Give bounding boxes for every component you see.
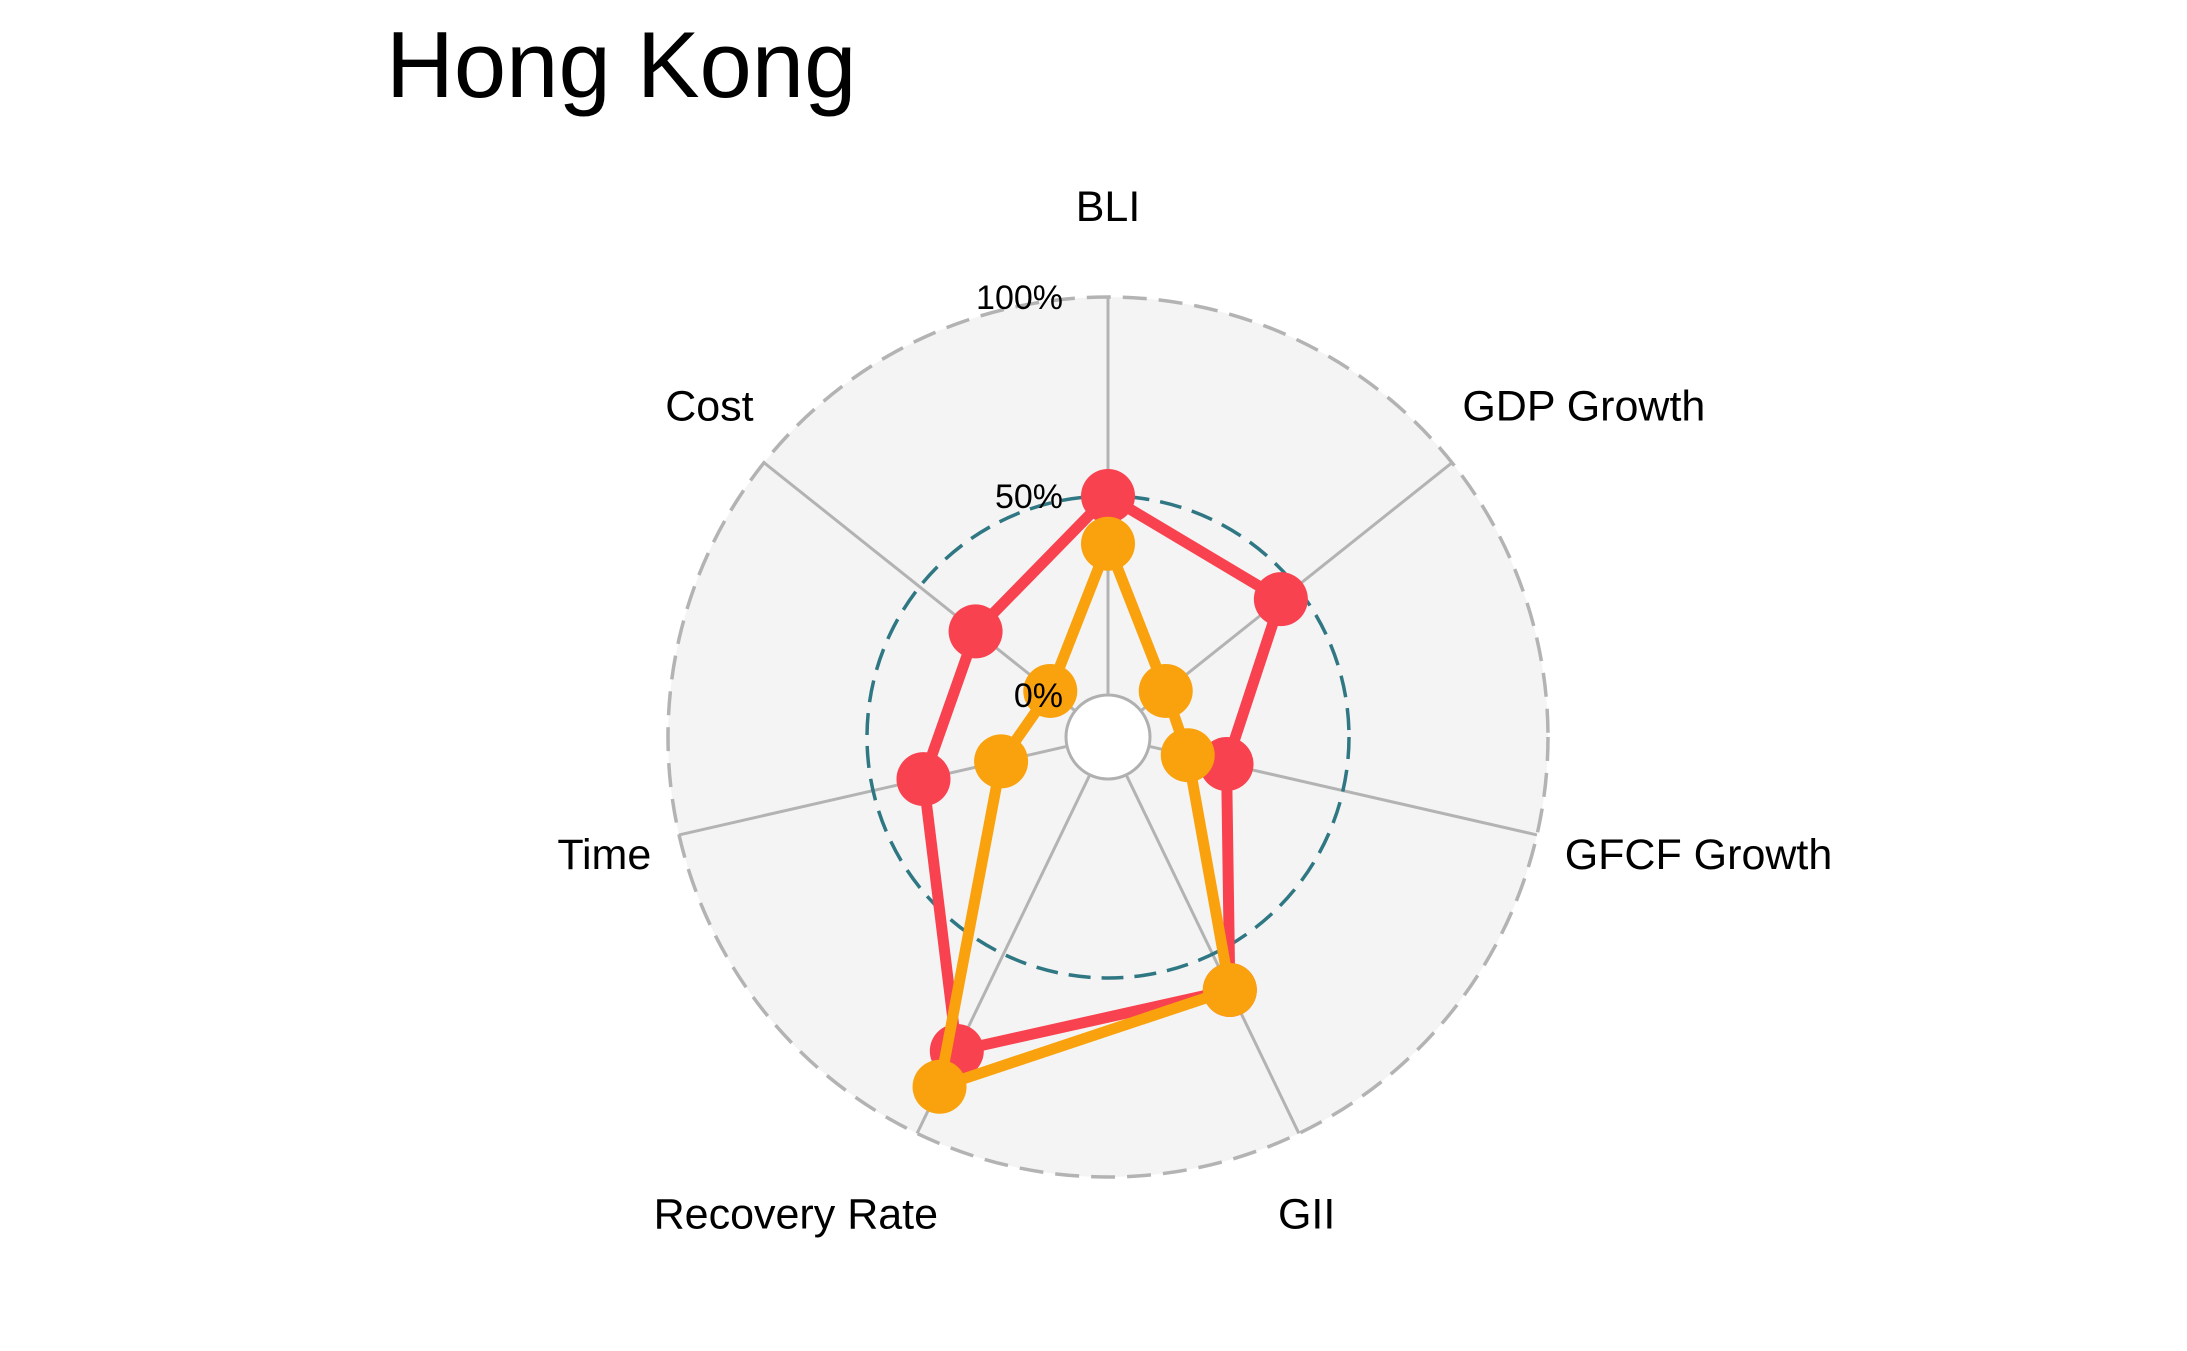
chart-title: Hong Kong xyxy=(386,12,857,117)
axis-label-cost: Cost xyxy=(665,383,753,431)
series-2-point-2 xyxy=(1138,663,1193,718)
axis-label-bli: BLI xyxy=(1076,183,1141,231)
axis-label-gii: GII xyxy=(1278,1191,1335,1239)
tick-label-0pct: 0% xyxy=(1014,677,1063,715)
series-1-point-1 xyxy=(1081,469,1135,523)
axis-label-gdp-growth: GDP Growth xyxy=(1462,383,1705,431)
radar-center-circle xyxy=(1064,693,1152,781)
series-1-point-7 xyxy=(948,604,1003,659)
series-2-point-4 xyxy=(1202,962,1257,1017)
series-1-point-6 xyxy=(896,752,951,807)
axis-label-recovery-rate: Recovery Rate xyxy=(654,1191,938,1239)
grid-circle-100 xyxy=(666,295,1550,1179)
series-2-point-7 xyxy=(1023,663,1078,718)
series-2-point-5 xyxy=(912,1059,967,1114)
series-2-point-1 xyxy=(1081,516,1135,571)
series-2-point-3 xyxy=(1160,728,1215,783)
tick-label-100pct: 100% xyxy=(976,279,1063,317)
axis-label-time: Time xyxy=(557,831,651,879)
series-1-point-2 xyxy=(1253,572,1308,627)
axis-label-gfcf-growth: GFCF Growth xyxy=(1565,831,1833,879)
tick-label-50pct: 50% xyxy=(995,478,1063,516)
axis-spoke-cost xyxy=(763,461,1077,712)
series-2-point-6 xyxy=(974,734,1029,789)
